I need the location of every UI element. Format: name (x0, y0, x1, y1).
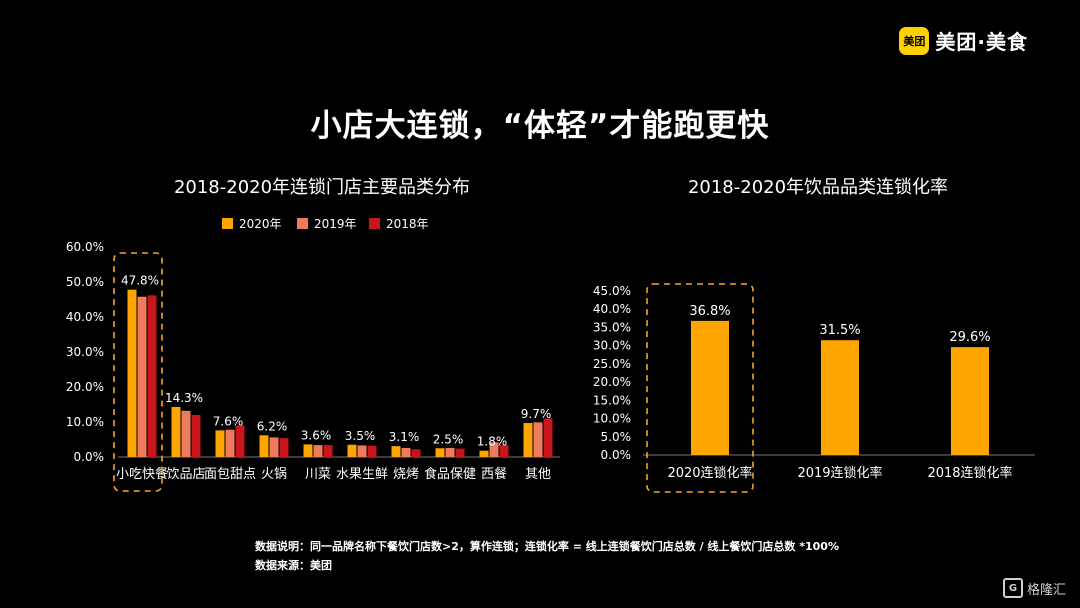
chart1-bar (401, 447, 411, 457)
chart1-xtick: 西餐 (481, 466, 507, 482)
chart1-xtick: 饮品店 (166, 467, 205, 482)
chart2-ytick: 15.0% (593, 393, 631, 407)
gelonghui-logo-icon: G (1002, 578, 1023, 598)
chart2-data-label: 31.5% (819, 323, 860, 338)
chart1-bar (523, 423, 533, 457)
watermark-text: 格隆汇 (1026, 582, 1066, 598)
chart1-data-label: 3.1% (389, 430, 420, 444)
chart1-ytick: 0.0% (74, 450, 105, 464)
chart1-ytick: 10.0% (66, 415, 104, 429)
chart1-bar (225, 429, 235, 457)
legend-swatch-1 (297, 218, 308, 229)
chart1-xtick: 面包甜点 (204, 466, 256, 482)
chart1-xtick: 川菜 (305, 467, 331, 482)
legend-label-0: 2020年 (239, 217, 282, 231)
chart1-data-label: 6.2% (257, 419, 288, 433)
chart1-bar (181, 410, 191, 457)
chart2-ytick: 0.0% (601, 448, 632, 462)
chart2-ytick: 20.0% (593, 375, 631, 389)
legend-swatch-0 (222, 218, 233, 229)
chart1-bar (127, 289, 137, 457)
chart1-data-label: 1.8% (477, 435, 508, 449)
chart2-bar (951, 347, 989, 455)
chart1-data-label: 14.3% (165, 391, 203, 405)
chart1-xtick: 小吃快餐 (116, 466, 168, 482)
chart2-data-label: 36.8% (689, 304, 730, 319)
chart2-bar (691, 320, 729, 455)
chart2-title: 2018-2020年饮品品类连锁化率 (688, 177, 948, 198)
chart1-bar (137, 296, 147, 457)
legend-label-2: 2018年 (386, 217, 429, 231)
chart1-xtick: 烧烤 (393, 467, 419, 482)
chart1-data-label: 2.5% (433, 432, 464, 446)
chart2-ytick: 40.0% (593, 302, 631, 316)
page-title: 小店大连锁，“体轻”才能跑更快 (310, 108, 770, 144)
chart1-bar (489, 442, 499, 457)
legend-swatch-2 (369, 218, 380, 229)
chart1-bar (191, 415, 201, 457)
chart1-xtick: 食品保健 (424, 466, 476, 482)
chart2-ytick: 45.0% (593, 284, 631, 298)
chart2-ytick: 10.0% (593, 412, 631, 426)
brand-name: 美团·美食 (935, 30, 1028, 54)
chart2-ytick: 5.0% (601, 430, 632, 444)
chart1-bar (235, 425, 245, 457)
chart1-data-label: 9.7% (521, 407, 552, 421)
chart2-xtick: 2018连锁化率 (927, 465, 1012, 481)
chart1-bar (357, 445, 367, 457)
chart1-highlight-box (113, 252, 163, 492)
meituan-logo-icon: 美团 (899, 26, 930, 55)
chart1-bar (269, 437, 279, 457)
chart1-bar (391, 446, 401, 457)
chart1-bar (479, 450, 489, 457)
chart1-bar (347, 444, 357, 457)
chart1-data-label: 3.5% (345, 429, 376, 443)
chart1-bar (445, 447, 455, 457)
chart1-data-label: 3.6% (301, 428, 332, 442)
chart1-bar (171, 406, 181, 457)
data-note: 数据说明：同一品牌名称下餐饮门店数>2，算作连锁；连锁化率 = 线上连锁餐饮门店… (255, 540, 839, 553)
chart1-bar (303, 444, 313, 457)
brand-logo: 美团 美团·美食 (899, 26, 1028, 55)
chart1-bar (533, 422, 543, 457)
chart1-bar (259, 435, 269, 457)
chart1-bar (543, 418, 553, 457)
chart1-ytick: 60.0% (66, 240, 104, 254)
chart2-xtick: 2019连锁化率 (797, 465, 882, 481)
chart1-data-label: 7.6% (213, 414, 244, 428)
chart2-data-label: 29.6% (949, 330, 990, 345)
chart1-data-label: 47.8% (121, 274, 159, 288)
chart1-bar (411, 449, 421, 457)
chart1-bar (455, 448, 465, 457)
chart2-xtick: 2020连锁化率 (667, 465, 752, 481)
chart1-bar (147, 295, 157, 457)
data-source: 数据来源：美团 (255, 559, 332, 572)
chart1-bar (313, 445, 323, 457)
chart1-ytick: 30.0% (66, 345, 104, 359)
chart1-bar (499, 445, 509, 457)
chart1-bar (323, 445, 333, 457)
chart2-bar (821, 340, 859, 455)
legend-label-1: 2019年 (314, 217, 357, 231)
chart1-xtick: 水果生鲜 (336, 467, 388, 482)
chart2-highlight-box (646, 283, 754, 493)
chart1-bar (279, 438, 289, 457)
chart2-ytick: 35.0% (593, 320, 631, 334)
chart1-ytick: 50.0% (66, 275, 104, 289)
chart1-bar (367, 445, 377, 457)
watermark: G 格隆汇 (1002, 578, 1066, 598)
chart1-xtick: 火锅 (261, 466, 287, 482)
chart2-ytick: 25.0% (593, 357, 631, 371)
chart1-bar (215, 430, 225, 457)
chart1-ytick: 20.0% (66, 380, 104, 394)
chart2-ytick: 30.0% (593, 339, 631, 353)
chart1-xtick: 其他 (525, 467, 551, 482)
chart1-bar (435, 448, 445, 457)
chart1-ytick: 40.0% (66, 310, 104, 324)
footnote: 数据说明：同一品牌名称下餐饮门店数>2，算作连锁；连锁化率 = 线上连锁餐饮门店… (255, 537, 839, 575)
chart1-title: 2018-2020年连锁门店主要品类分布 (174, 177, 470, 198)
